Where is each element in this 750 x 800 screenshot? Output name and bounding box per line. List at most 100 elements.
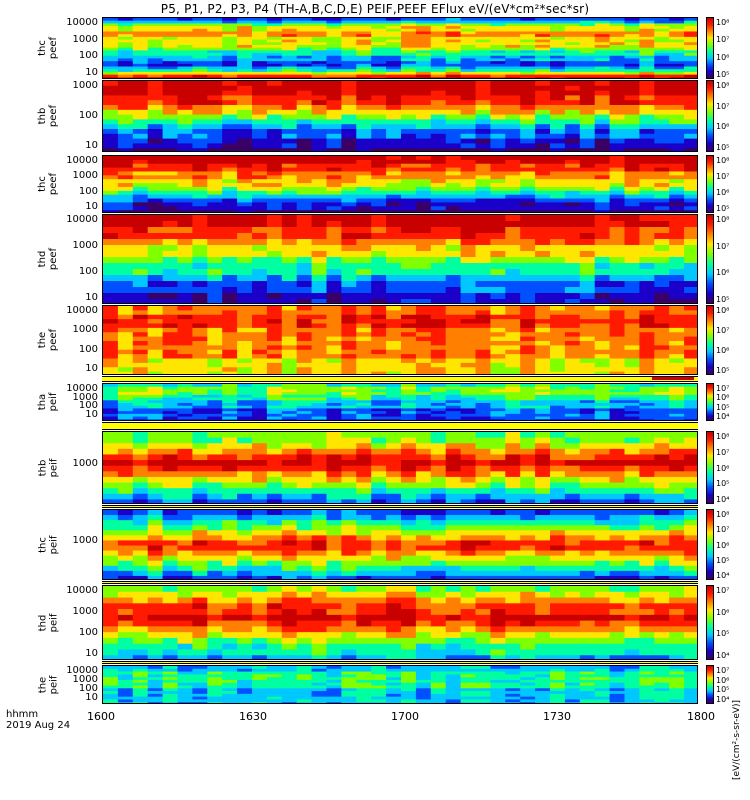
spectrogram-cell <box>237 50 253 54</box>
spectrogram-cell <box>341 100 357 106</box>
spectrogram-cell <box>192 323 208 329</box>
spectrogram-cell <box>550 515 566 521</box>
spectrogram-cell <box>550 565 566 572</box>
spectrogram-cell <box>684 129 697 135</box>
spectrogram-cell <box>237 198 253 203</box>
spectrogram-cell <box>147 85 164 92</box>
spectrogram-cell <box>266 403 283 407</box>
spectrogram-cell <box>445 90 462 96</box>
spectrogram-cell <box>356 281 372 288</box>
spectrogram-cell <box>147 403 164 407</box>
spectrogram-cell <box>192 336 208 342</box>
spectrogram-cell <box>535 371 551 374</box>
spectrogram-cell <box>237 148 253 151</box>
spectrogram-cell <box>103 275 119 282</box>
spectrogram-cell <box>475 74 491 78</box>
spectrogram-cell <box>266 175 283 180</box>
spectrogram-cell <box>117 416 134 420</box>
spectrogram-cell <box>296 263 313 270</box>
spectrogram-cell <box>594 405 611 410</box>
spectrogram-cell <box>639 394 655 399</box>
y-tick-label: 10000 <box>66 214 98 225</box>
spectrogram-cell <box>252 341 268 346</box>
spectrogram-cell <box>401 202 417 207</box>
spectrogram-cell <box>371 28 387 33</box>
spectrogram-cell <box>311 454 328 461</box>
spectrogram-cell <box>550 336 566 342</box>
spectrogram-cell <box>192 287 208 294</box>
spectrogram-cell <box>147 138 164 144</box>
spectrogram-cell <box>192 109 208 116</box>
spectrogram-cell <box>624 26 640 30</box>
spectrogram-cell <box>669 362 685 368</box>
spectrogram-cell <box>684 293 697 300</box>
spectrogram-cell <box>579 124 596 130</box>
spectrogram-cell <box>639 26 655 30</box>
spectrogram-cell <box>326 186 342 192</box>
spectrogram-cell <box>639 42 655 46</box>
spectrogram-cell <box>535 61 551 65</box>
spectrogram-cell <box>684 281 697 288</box>
spectrogram-cell <box>594 175 611 180</box>
spectrogram-cell <box>207 85 223 92</box>
spectrogram-cell <box>117 460 134 467</box>
spectrogram-cell <box>252 471 268 478</box>
spectrogram-cell <box>550 109 566 116</box>
spectrogram-cell <box>550 71 566 76</box>
spectrogram-cell <box>192 198 208 203</box>
spectrogram-cell <box>103 227 119 234</box>
spectrogram-cell <box>579 239 596 246</box>
spectrogram-cell <box>520 550 536 557</box>
spectrogram-cell <box>386 550 402 557</box>
spectrogram-cell <box>475 28 491 33</box>
spectrogram-cell <box>550 143 566 149</box>
spectrogram-cell <box>341 171 357 176</box>
y-axis-label-probe: thb <box>37 459 48 476</box>
spectrogram-cell <box>386 392 402 396</box>
spectrogram-cell <box>356 515 372 521</box>
spectrogram-cell <box>415 389 432 393</box>
spectrogram-cell <box>207 119 223 125</box>
spectrogram-cell <box>341 392 357 396</box>
spectrogram-cell <box>281 105 298 111</box>
spectrogram-cell <box>103 550 119 557</box>
spectrogram-cell <box>520 530 536 536</box>
colorbar-tick-label: 10⁷ <box>716 326 730 335</box>
spectrogram-cell <box>222 251 238 258</box>
spectrogram-cell <box>296 227 313 234</box>
spectrogram-cell <box>266 341 283 346</box>
spectrogram-cell <box>132 31 149 35</box>
spectrogram-cell <box>326 476 342 484</box>
spectrogram-cell <box>669 221 685 228</box>
spectrogram-cell <box>207 34 223 38</box>
spectrogram-cell <box>386 114 402 120</box>
spectrogram-cell <box>296 257 313 264</box>
spectrogram-cell <box>207 55 223 60</box>
spectrogram-cell <box>266 550 283 557</box>
spectrogram-cell <box>266 221 283 228</box>
spectrogram-cell <box>266 202 283 207</box>
spectrogram-cell <box>564 419 581 420</box>
spectrogram-cell <box>475 18 491 22</box>
spectrogram-cell <box>103 411 119 415</box>
spectrogram-cell <box>445 148 462 151</box>
spectrogram-cell <box>222 20 238 24</box>
spectrogram-cell <box>639 31 655 35</box>
spectrogram-cell <box>296 50 313 54</box>
spectrogram-cell <box>192 354 208 360</box>
spectrogram-cell <box>356 105 372 111</box>
spectrogram-cell <box>475 520 491 526</box>
spectrogram-cell <box>669 36 685 41</box>
spectrogram-cell <box>117 397 134 401</box>
spectrogram-cell <box>609 159 626 165</box>
spectrogram-cell <box>445 194 462 200</box>
spectrogram-cell <box>177 405 193 410</box>
spectrogram-cell <box>520 215 536 222</box>
spectrogram-cell <box>505 100 521 106</box>
spectrogram-cell <box>117 293 134 300</box>
spectrogram-cell <box>266 327 283 333</box>
spectrogram-cell <box>311 287 328 294</box>
spectrogram-cell <box>684 394 697 399</box>
spectrogram-cell <box>594 26 611 30</box>
spectrogram-cell <box>475 327 491 333</box>
